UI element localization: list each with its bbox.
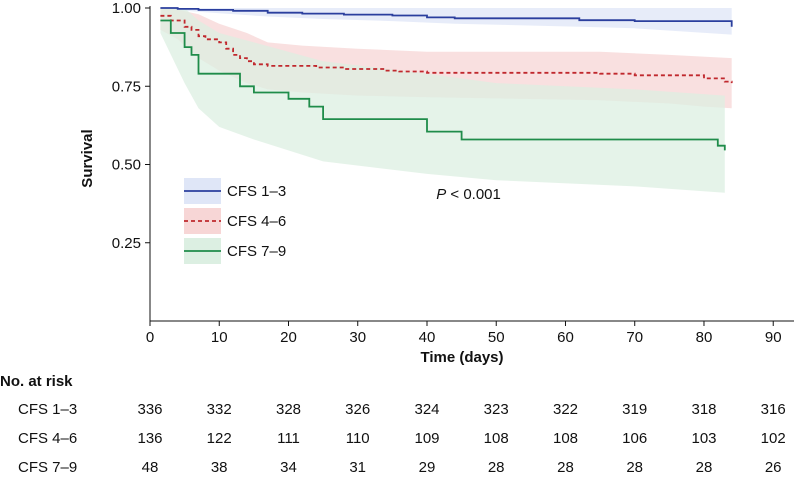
p-value-annotation: P < 0.001 bbox=[436, 186, 501, 203]
risk-count: 122 bbox=[206, 430, 232, 447]
x-tick-label: 0 bbox=[146, 329, 154, 346]
survival-curve-3 bbox=[160, 19, 726, 151]
risk-count: 48 bbox=[141, 459, 159, 476]
y-tick-label: 1.00 bbox=[112, 0, 141, 17]
risk-count: 324 bbox=[414, 401, 440, 418]
risk-count: 102 bbox=[760, 430, 786, 447]
km-chart: 0.25 0.50 0.75 1.00 0 10 20 30 40 50 60 70 80 90 Time … bbox=[79, 0, 794, 366]
x-tick-label: 40 bbox=[419, 329, 436, 346]
risk-count: 108 bbox=[552, 430, 579, 447]
risk-count: 336 bbox=[137, 401, 163, 418]
risk-count: 106 bbox=[622, 430, 648, 447]
confidence-band-3 bbox=[160, 8, 725, 193]
legend-label: CFS 1–3 bbox=[227, 183, 286, 200]
survival-curve-1 bbox=[160, 7, 733, 27]
legend-label: CFS 4–6 bbox=[227, 213, 286, 230]
x-tick-label: 30 bbox=[349, 329, 366, 346]
survival-curve-2 bbox=[160, 14, 733, 84]
y-tick-label: 0.75 bbox=[112, 78, 141, 95]
risk-count: 111 bbox=[277, 430, 300, 447]
x-tick-label: 80 bbox=[696, 329, 713, 346]
risk-count: 316 bbox=[760, 401, 786, 418]
x-tick-label: 10 bbox=[211, 329, 228, 346]
risk-count: 332 bbox=[206, 401, 232, 418]
risk-count: 328 bbox=[275, 401, 302, 418]
risk-count: 28 bbox=[557, 459, 574, 476]
risk-count: 29 bbox=[418, 459, 436, 476]
x-tick-label: 70 bbox=[626, 329, 643, 346]
y-tick-label: 0.50 bbox=[112, 157, 141, 174]
risk-count: 110 bbox=[345, 430, 370, 447]
risk-count: 28 bbox=[487, 459, 505, 476]
x-tick-label: 90 bbox=[765, 329, 782, 346]
risk-row: CFS 4–6 136 122 111 110 109 108 108 106 103 102 bbox=[0, 430, 794, 450]
risk-count: 31 bbox=[349, 459, 367, 476]
risk-count: 322 bbox=[552, 401, 579, 418]
risk-count: 108 bbox=[483, 430, 509, 447]
risk-count: 38 bbox=[210, 459, 228, 476]
risk-count: 28 bbox=[626, 459, 644, 476]
risk-count: 34 bbox=[280, 459, 297, 476]
risk-count: 318 bbox=[691, 401, 717, 418]
risk-row-group: CFS 7–9 bbox=[18, 459, 78, 476]
risk-row-group: CFS 1–3 bbox=[18, 401, 78, 418]
y-axis-title: Survival bbox=[79, 129, 96, 187]
legend: CFS 1–3 CFS 4–6 CFS 7–9 bbox=[184, 178, 286, 264]
risk-count: 136 bbox=[137, 430, 163, 447]
risk-count: 319 bbox=[622, 401, 648, 418]
risk-count: 103 bbox=[691, 430, 717, 447]
risk-count: 28 bbox=[695, 459, 713, 476]
legend-label: CFS 7–9 bbox=[227, 243, 286, 260]
confidence-band-1 bbox=[160, 8, 732, 35]
x-axis-title: Time (days) bbox=[420, 349, 503, 366]
risk-row: CFS 1–3 336 332 328 326 324 323 322 319 318 316 bbox=[0, 401, 794, 421]
risk-row-group: CFS 4–6 bbox=[18, 430, 78, 447]
risk-count: 26 bbox=[764, 459, 782, 476]
risk-count: 109 bbox=[414, 430, 440, 447]
x-tick-label: 60 bbox=[557, 329, 574, 346]
x-tick-label: 20 bbox=[280, 329, 297, 346]
x-tick-label: 50 bbox=[488, 329, 505, 346]
risk-count: 323 bbox=[483, 401, 509, 418]
y-tick-label: 0.25 bbox=[112, 235, 141, 252]
risk-table-title: No. at risk bbox=[0, 373, 73, 390]
risk-count: 326 bbox=[345, 401, 371, 418]
risk-row: CFS 7–9 48 38 34 31 29 28 28 28 28 26 bbox=[0, 459, 794, 479]
